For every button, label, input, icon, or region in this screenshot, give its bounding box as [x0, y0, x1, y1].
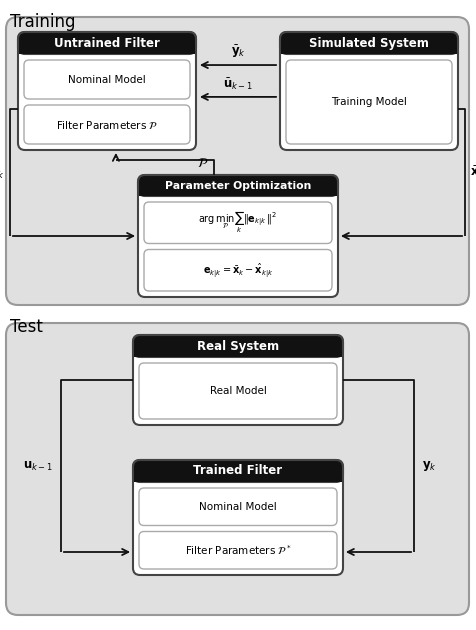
Text: Nominal Model: Nominal Model — [68, 74, 146, 84]
Text: Real System: Real System — [197, 340, 278, 353]
Text: Trained Filter: Trained Filter — [193, 464, 282, 478]
Text: $\hat{\mathbf{x}}_k$: $\hat{\mathbf{x}}_k$ — [0, 163, 5, 181]
Text: $\bar{\mathbf{u}}_{k-1}$: $\bar{\mathbf{u}}_{k-1}$ — [223, 76, 252, 92]
FancyBboxPatch shape — [286, 60, 451, 144]
Text: Training: Training — [10, 13, 75, 31]
FancyBboxPatch shape — [139, 363, 336, 419]
Text: $\arg\min_{\mathcal{P}} \sum_k \|\mathbf{e}_{k|k}\|^2$: $\arg\min_{\mathcal{P}} \sum_k \|\mathbf… — [198, 210, 277, 236]
Text: Test: Test — [10, 318, 43, 336]
FancyBboxPatch shape — [6, 17, 468, 305]
FancyBboxPatch shape — [279, 32, 457, 54]
FancyBboxPatch shape — [133, 460, 342, 482]
FancyBboxPatch shape — [24, 60, 189, 99]
Text: Training Model: Training Model — [330, 97, 406, 107]
Text: Real Model: Real Model — [209, 386, 266, 396]
Text: Filter Parameters $\mathcal{P}^*$: Filter Parameters $\mathcal{P}^*$ — [184, 543, 291, 557]
FancyBboxPatch shape — [139, 532, 336, 569]
FancyBboxPatch shape — [133, 335, 342, 425]
Text: Untrained Filter: Untrained Filter — [54, 37, 159, 50]
FancyBboxPatch shape — [139, 488, 336, 525]
FancyBboxPatch shape — [133, 460, 342, 575]
FancyBboxPatch shape — [138, 175, 337, 196]
FancyBboxPatch shape — [6, 323, 468, 615]
Text: $\mathbf{e}_{k|k} = \bar{\mathbf{x}}_k - \hat{\mathbf{x}}_{k|k}$: $\mathbf{e}_{k|k} = \bar{\mathbf{x}}_k -… — [202, 261, 273, 279]
Text: Filter Parameters $\mathcal{P}$: Filter Parameters $\mathcal{P}$ — [56, 118, 158, 130]
Text: $\bar{\mathbf{y}}_k$: $\bar{\mathbf{y}}_k$ — [230, 43, 245, 60]
FancyBboxPatch shape — [138, 175, 337, 297]
Text: Parameter Optimization: Parameter Optimization — [165, 181, 310, 190]
FancyBboxPatch shape — [18, 32, 196, 150]
Text: Simulated System: Simulated System — [308, 37, 428, 50]
Text: $\bar{\mathbf{x}}_k$: $\bar{\mathbf{x}}_k$ — [469, 164, 476, 180]
Bar — [19, 47, 195, 54]
Text: $\mathcal{P}$: $\mathcal{P}$ — [196, 157, 208, 170]
FancyBboxPatch shape — [144, 202, 331, 244]
Bar — [133, 475, 342, 482]
FancyBboxPatch shape — [144, 249, 331, 291]
FancyBboxPatch shape — [279, 32, 457, 150]
Bar — [133, 350, 342, 357]
Text: $\mathbf{u}_{k-1}$: $\mathbf{u}_{k-1}$ — [23, 459, 53, 472]
FancyBboxPatch shape — [133, 335, 342, 357]
Bar — [280, 47, 456, 54]
Text: Nominal Model: Nominal Model — [198, 501, 276, 512]
Text: $\mathbf{y}_k$: $\mathbf{y}_k$ — [421, 459, 436, 473]
Bar — [139, 189, 337, 196]
FancyBboxPatch shape — [18, 32, 196, 54]
FancyBboxPatch shape — [24, 105, 189, 144]
